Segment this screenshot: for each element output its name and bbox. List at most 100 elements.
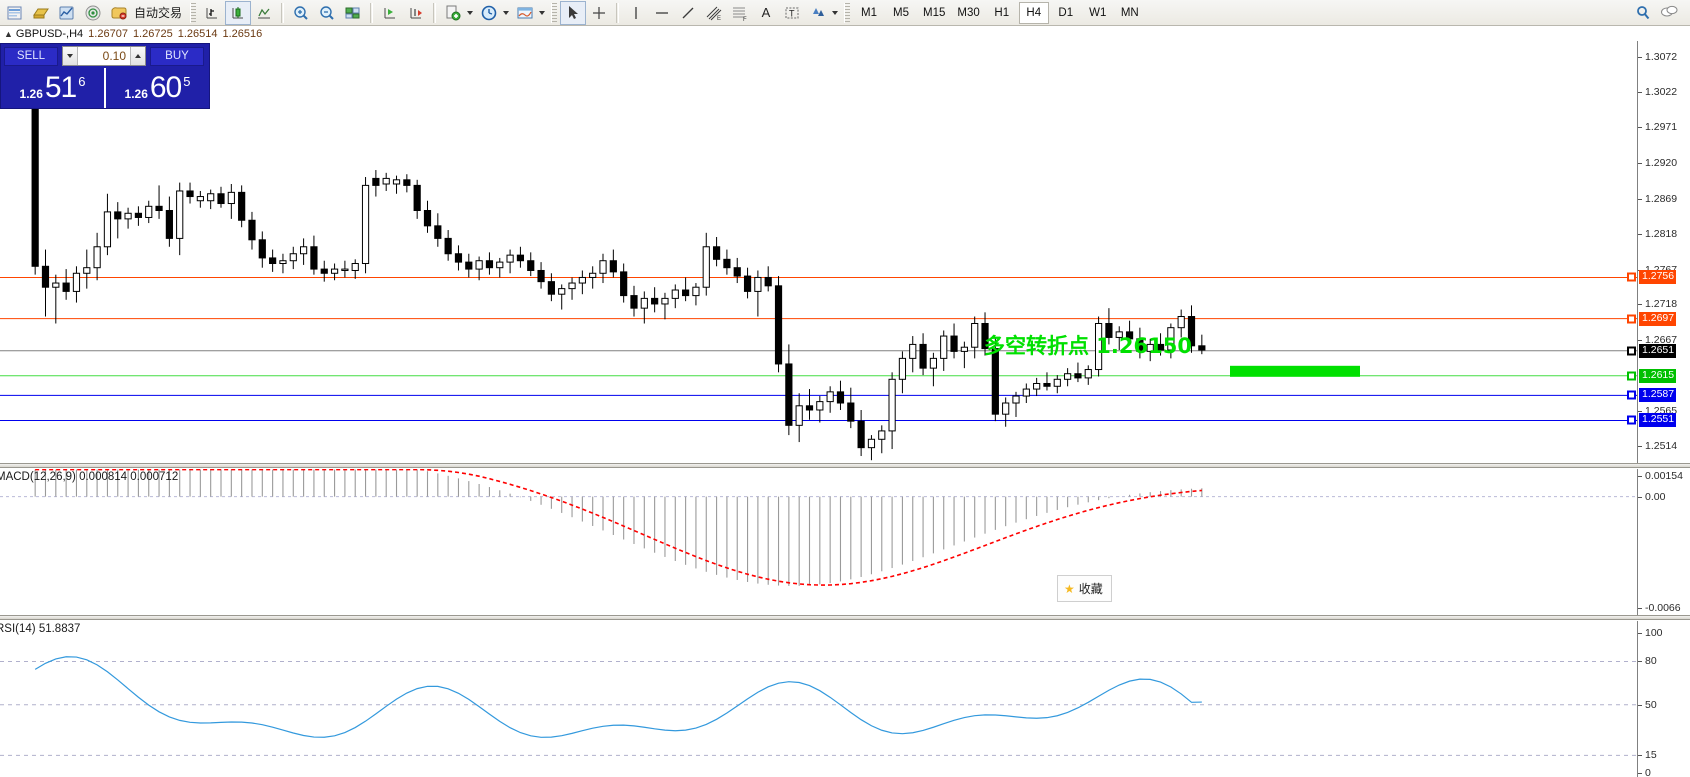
one-click-trading-panel[interactable]: SELL 0.10 BUY 1.26 51 6 1.26 60 5 <box>0 43 210 109</box>
zoom-out-icon[interactable] <box>314 1 340 25</box>
equidistant-channel-icon[interactable]: E <box>701 1 727 25</box>
price-tag[interactable]: 1.2756 <box>1639 270 1677 285</box>
tile-windows-icon[interactable] <box>340 1 366 25</box>
signals-icon[interactable] <box>80 1 106 25</box>
price-tag[interactable]: 1.2551 <box>1639 413 1677 428</box>
rsi-tick: 50 <box>1638 699 1657 711</box>
volume-input[interactable]: 0.10 <box>78 49 130 63</box>
search-icon[interactable] <box>1630 1 1656 25</box>
timeframe-m1[interactable]: M1 <box>861 6 877 19</box>
rsi-tick: 15 <box>1638 749 1657 761</box>
horizontal-line-icon[interactable] <box>649 1 675 25</box>
auto-scroll-icon[interactable] <box>403 1 429 25</box>
rsi-tick: 0 <box>1638 767 1651 777</box>
rsi-indicator-label: RSI(14) 51.8837 <box>0 623 81 635</box>
indicator-dropdown-caret[interactable] <box>467 10 474 15</box>
price-tag-marker[interactable] <box>1627 346 1636 356</box>
sell-price-base: 1.26 <box>19 87 43 101</box>
macd-tick: 0.00 <box>1638 491 1665 503</box>
favorite-button[interactable]: ★ 收藏 <box>1057 575 1112 602</box>
timeframe-h1[interactable]: H1 <box>994 6 1010 19</box>
price-axis[interactable]: 1.3072 1.3022 1.2971 1.2920 1.2869 1.2818 1.27… <box>1627 41 1690 487</box>
cursor-icon[interactable] <box>560 0 587 25</box>
price-tag-marker[interactable] <box>1627 415 1636 425</box>
rsi-tick: 100 <box>1638 627 1663 639</box>
macd-axis[interactable]: 0.00154 0.00 -0.0066 <box>1637 469 1690 615</box>
price-tag-marker[interactable] <box>1627 314 1636 324</box>
shift-chart-icon[interactable] <box>377 1 403 25</box>
toolbar-separator-4 <box>616 2 620 23</box>
market-watch-icon[interactable] <box>54 1 80 25</box>
text-icon[interactable]: A <box>761 5 771 20</box>
timeframe-m15[interactable]: M15 <box>923 6 946 19</box>
timeframe-h4[interactable]: H4 <box>1018 1 1049 24</box>
price-tick: 1.2818 <box>1638 228 1677 240</box>
pane-divider-1[interactable] <box>0 463 1690 468</box>
price-chart-svg <box>0 45 1637 461</box>
price-tag[interactable]: 1.2615 <box>1639 368 1677 383</box>
vertical-line-icon[interactable] <box>623 1 649 25</box>
sell-price[interactable]: 1.26 51 6 <box>1 68 104 108</box>
price-tag[interactable]: 1.2587 <box>1639 388 1677 403</box>
toolbar-grip[interactable] <box>190 2 197 23</box>
crosshair-icon[interactable] <box>586 1 612 25</box>
fibonacci-icon[interactable]: F <box>727 1 753 25</box>
auto-trading-label[interactable]: 自动交易 <box>134 6 183 20</box>
data-window-icon[interactable] <box>106 1 132 25</box>
toolbar-grip-3[interactable] <box>844 2 851 23</box>
templates-icon[interactable] <box>512 1 538 25</box>
price-chart-pane[interactable] <box>0 41 1637 463</box>
timeframe-m30[interactable]: M30 <box>957 6 980 19</box>
volume-decrease-button[interactable] <box>63 47 78 65</box>
sell-button[interactable]: SELL <box>4 46 58 66</box>
timeframe-mn[interactable]: MN <box>1120 6 1139 19</box>
macd-tick: 0.00154 <box>1638 470 1683 482</box>
macd-chart-svg <box>0 469 1637 586</box>
price-tag[interactable]: 1.2651 <box>1639 343 1677 358</box>
line-chart-icon[interactable] <box>251 1 277 25</box>
price-tag-marker[interactable] <box>1627 390 1636 400</box>
timeframe-d1[interactable]: D1 <box>1058 6 1074 19</box>
price-tick: 1.3072 <box>1638 51 1677 63</box>
candlestick-chart-icon[interactable] <box>225 0 252 25</box>
pane-divider-2[interactable] <box>0 615 1690 620</box>
bar-chart-icon[interactable] <box>199 1 225 25</box>
price-tag-marker[interactable] <box>1627 272 1636 282</box>
buy-button[interactable]: BUY <box>150 46 204 66</box>
toolbar-grip-2[interactable] <box>551 2 558 23</box>
svg-text:E: E <box>717 16 721 22</box>
buy-price-base: 1.26 <box>124 87 148 101</box>
rsi-axis[interactable]: 100 80 50 15 0 <box>1637 621 1690 777</box>
macd-pane[interactable] <box>0 469 1637 615</box>
chevron-up-icon <box>135 54 141 58</box>
timeframe-m5[interactable]: M5 <box>893 6 909 19</box>
volume-stepper[interactable]: 0.10 <box>62 46 146 66</box>
macd-indicator-label: MACD(12,26,9) 0.000814 0.000712 <box>0 471 179 483</box>
volume-increase-button[interactable] <box>130 47 145 65</box>
trendline-icon[interactable] <box>675 1 701 25</box>
buy-price[interactable]: 1.26 60 5 <box>104 68 209 108</box>
star-icon: ★ <box>1064 581 1075 596</box>
zoom-in-icon[interactable] <box>288 1 314 25</box>
shapes-dropdown-caret[interactable] <box>832 10 839 15</box>
rsi-pane[interactable] <box>0 621 1637 777</box>
sell-price-main: 51 <box>44 71 77 104</box>
period-dropdown-caret[interactable] <box>503 10 510 15</box>
new-order-icon[interactable] <box>2 1 28 25</box>
text-label-icon[interactable]: T <box>779 1 805 25</box>
shapes-icon[interactable] <box>805 1 831 25</box>
price-tick: 1.2971 <box>1638 121 1677 133</box>
price-tag[interactable]: 1.2697 <box>1639 311 1677 326</box>
quote-low: 1.26514 <box>177 28 218 40</box>
trade-prices-row: 1.26 51 6 1.26 60 5 <box>1 68 209 108</box>
add-indicator-icon[interactable] <box>440 1 466 25</box>
gold-bar-icon[interactable] <box>28 1 54 25</box>
period-clock-icon[interactable] <box>476 1 502 25</box>
price-tick: 1.2869 <box>1638 193 1677 205</box>
price-tag-marker[interactable] <box>1627 371 1636 381</box>
timeframe-w1[interactable]: W1 <box>1089 6 1107 19</box>
price-tick: 1.2718 <box>1638 298 1677 310</box>
chat-icon[interactable] <box>1656 1 1682 25</box>
price-tick: 1.2920 <box>1638 157 1677 169</box>
templates-dropdown-caret[interactable] <box>539 10 546 15</box>
